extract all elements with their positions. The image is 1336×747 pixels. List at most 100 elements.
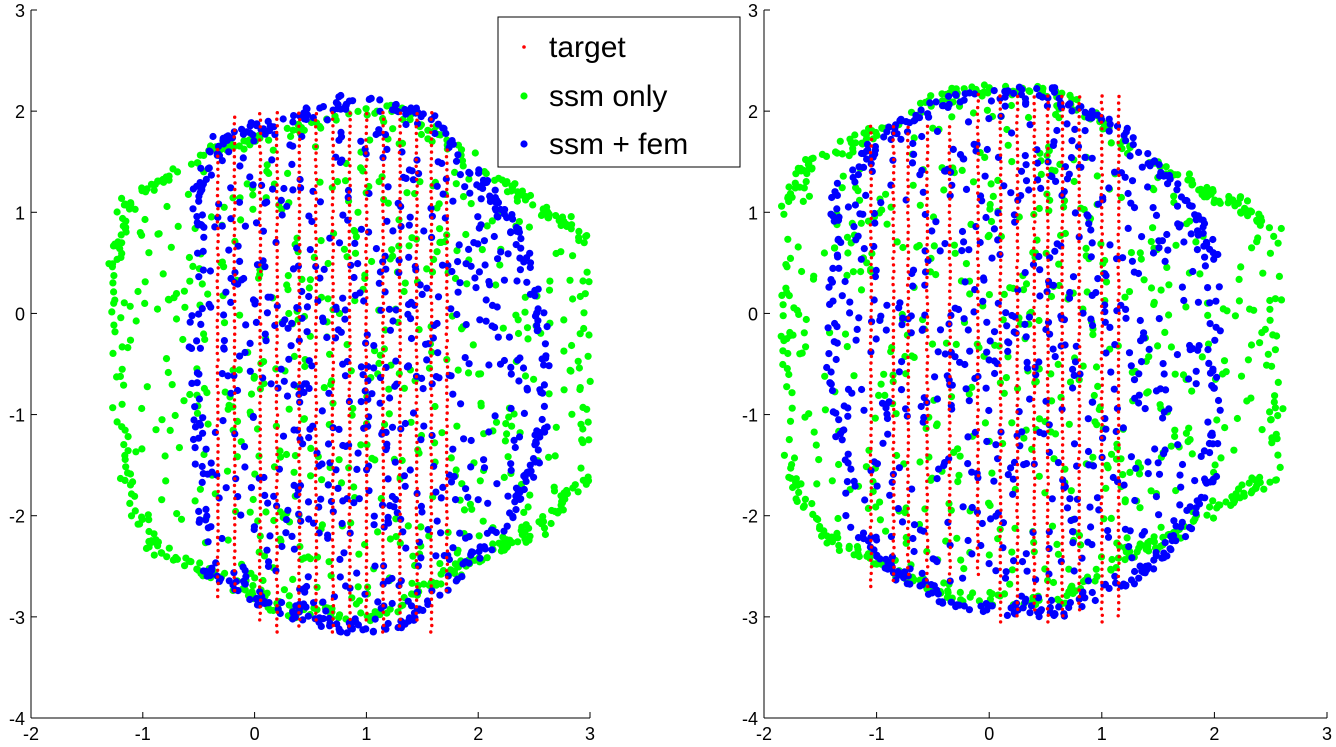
ssm-fem-point — [231, 268, 239, 277]
ssm-only-point — [790, 304, 798, 312]
ssm-only-point — [805, 192, 814, 200]
ssm-only-point — [351, 297, 359, 305]
target-point — [297, 387, 301, 391]
target-point — [869, 367, 873, 372]
target-point — [414, 598, 419, 602]
ssm-fem-point — [384, 475, 392, 483]
target-point — [347, 604, 352, 608]
target-point — [398, 538, 402, 543]
ssm-only-point — [1147, 284, 1156, 292]
ssm-only-point — [1167, 343, 1175, 351]
ssm-fem-point — [1065, 294, 1074, 302]
ssm-fem-point — [1094, 275, 1102, 283]
target-point — [415, 486, 419, 491]
target-point — [216, 476, 220, 480]
target-point — [398, 348, 403, 352]
ssm-fem-point — [871, 273, 880, 281]
ssm-fem-point — [960, 238, 968, 246]
ssm-fem-point — [351, 239, 359, 247]
ssm-only-point — [577, 464, 585, 472]
target-point — [415, 453, 419, 458]
ssm-fem-point — [507, 363, 515, 371]
ssm-fem-point — [207, 523, 215, 531]
ssm-only-point — [788, 389, 796, 397]
ssm-fem-point — [490, 232, 498, 241]
ssm-fem-point — [241, 580, 249, 588]
target-point — [314, 322, 318, 326]
ssm-fem-point — [392, 495, 400, 504]
ssm-fem-point — [1187, 230, 1195, 238]
target-point — [314, 401, 319, 405]
target-point — [398, 183, 402, 188]
ssm-fem-point — [844, 385, 853, 393]
ssm-only-point — [783, 383, 791, 391]
ssm-only-point — [1245, 479, 1253, 487]
ssm-fem-point — [372, 245, 380, 253]
target-point — [258, 427, 262, 431]
ssm-only-point — [1246, 305, 1254, 313]
ssm-only-point — [1253, 238, 1261, 246]
target-point — [297, 170, 301, 174]
target-point — [430, 183, 434, 187]
ssm-only-point — [940, 186, 948, 194]
target-point — [275, 354, 279, 358]
ssm-fem-point — [1164, 246, 1172, 254]
ssm-only-point — [201, 335, 209, 343]
ssm-fem-point — [899, 314, 907, 322]
target-point — [258, 434, 262, 438]
target-point — [869, 289, 874, 293]
ssm-only-point — [1101, 256, 1109, 265]
ssm-fem-point — [1105, 184, 1113, 192]
ssm-fem-point — [477, 195, 485, 203]
target-point — [297, 348, 301, 352]
ssm-fem-point — [516, 266, 525, 274]
ssm-fem-point — [462, 260, 470, 268]
ssm-fem-point — [915, 114, 924, 122]
target-point — [382, 288, 386, 292]
ssm-only-point — [162, 355, 171, 363]
target-point — [381, 203, 385, 207]
ssm-fem-point — [919, 188, 927, 196]
target-point — [330, 354, 335, 358]
target-point — [232, 385, 236, 389]
target-point — [297, 341, 302, 345]
target-point — [258, 361, 262, 366]
ssm-fem-point — [860, 245, 868, 253]
ssm-fem-point — [451, 496, 460, 504]
ssm-only-point — [798, 267, 806, 276]
target-point — [232, 174, 236, 179]
ssm-fem-point — [1081, 153, 1089, 161]
target-point — [381, 216, 385, 220]
ssm-only-point — [579, 403, 587, 411]
target-point — [906, 263, 910, 268]
ssm-fem-point — [491, 205, 499, 213]
ssm-only-point — [803, 170, 811, 178]
ssm-fem-point — [1069, 528, 1077, 536]
target-point — [330, 314, 335, 319]
ssm-only-point — [282, 450, 291, 459]
target-point — [429, 426, 433, 430]
target-point — [313, 427, 318, 431]
ssm-fem-point — [1203, 240, 1211, 248]
ssm-only-point — [385, 385, 393, 393]
ssm-fem-point — [885, 123, 893, 131]
target-point — [414, 158, 418, 162]
target-point — [330, 393, 335, 398]
target-point — [232, 575, 236, 580]
target-point — [906, 257, 910, 261]
target-point — [906, 197, 910, 202]
target-point — [429, 433, 433, 437]
target-point — [233, 496, 237, 501]
target-point — [381, 604, 385, 608]
ssm-fem-point — [970, 308, 978, 316]
ssm-fem-point — [481, 261, 489, 269]
ssm-only-point — [835, 460, 843, 469]
ssm-only-point — [962, 260, 971, 268]
ssm-fem-point — [491, 323, 499, 331]
ssm-fem-point — [405, 221, 413, 229]
ssm-fem-point — [1150, 565, 1158, 573]
ssm-fem-point — [1008, 129, 1016, 137]
target-point — [258, 256, 262, 260]
target-point — [314, 223, 318, 228]
